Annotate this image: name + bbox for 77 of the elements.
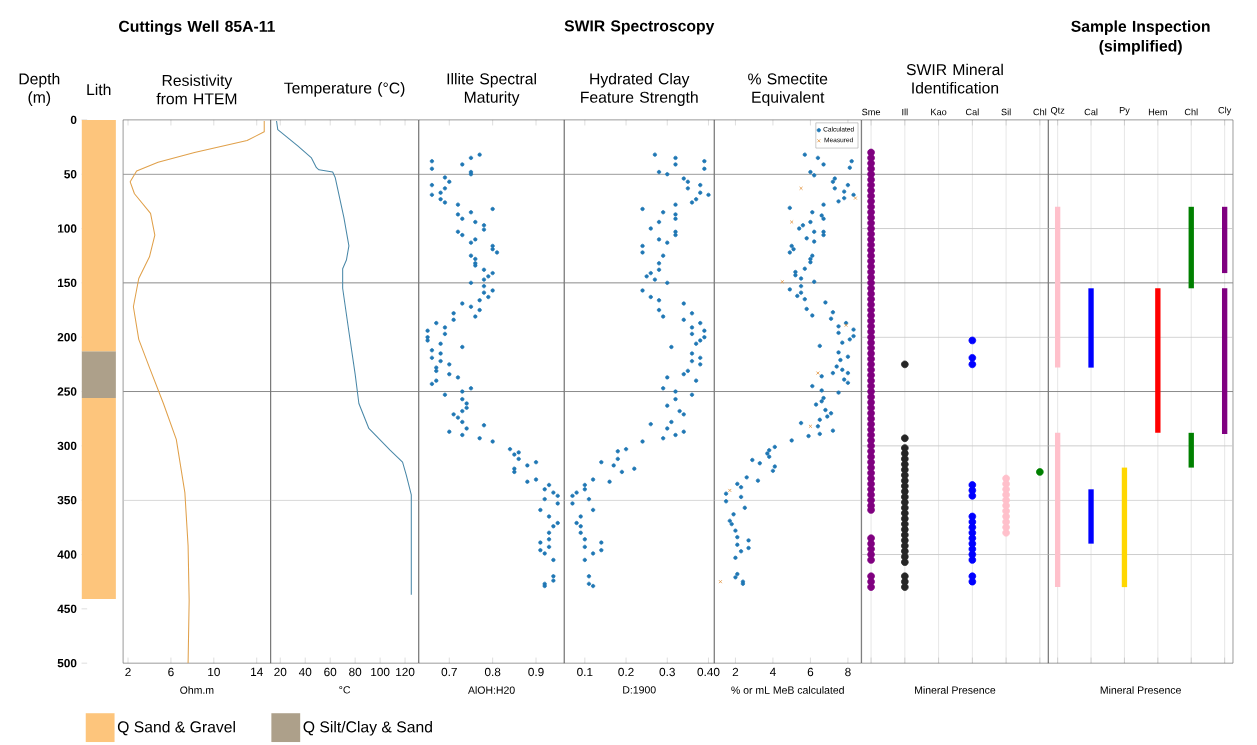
x-tick-label: 2	[125, 667, 131, 677]
bar	[81, 398, 116, 600]
x-tick-label: 10	[208, 667, 220, 677]
x-tick-label: Chl	[1033, 108, 1047, 116]
chart-title: Cuttings Well 85A-11	[119, 20, 275, 36]
x-tick-label: Py	[1119, 107, 1130, 116]
x-tick-label: Cal	[965, 108, 979, 116]
x-tick-label: 60	[324, 667, 337, 677]
x-axis-title: °C	[339, 686, 351, 694]
x-tick-label: Sme	[862, 108, 881, 116]
x-tick-label: 6	[807, 667, 814, 677]
x-axis-title: Ohm.m	[180, 686, 214, 695]
y-tick-label: 0	[70, 115, 77, 125]
x-tick-label: Hem	[1148, 109, 1167, 116]
x-tick-label: 0.9	[528, 667, 544, 677]
x-tick-label: 100	[371, 667, 390, 677]
chart-subtitle: Lith	[87, 83, 111, 96]
legend-label: Q Sand & Gravel	[117, 721, 235, 736]
y-tick-label: 400	[57, 550, 77, 559]
x-tick-label: 40	[298, 667, 312, 677]
chart-subtitle: % Smectite Equivalent	[748, 73, 828, 107]
x-axis-title: D:1900	[623, 686, 656, 694]
x-tick-label: 14	[251, 667, 263, 677]
y-tick-label: 50	[64, 170, 77, 179]
y-tick-label: 200	[57, 333, 77, 342]
chart-subtitle: Resistivity from HTEM	[156, 74, 237, 105]
bar	[81, 120, 116, 352]
point	[853, 196, 858, 201]
chart-subtitle: Hydrated Clay Feature Strength	[581, 73, 698, 107]
x-tick-label: 80	[349, 667, 362, 677]
x-tick-label: Cal	[1084, 108, 1098, 116]
chart-subtitle: Temperature (°C)	[284, 82, 405, 97]
x-tick-label: 0.7	[441, 667, 457, 677]
y-tick-label: 150	[57, 278, 77, 288]
x-tick-label: Qtz	[1050, 107, 1065, 116]
chart-subtitle: SWIR Mineral Identification	[906, 63, 1003, 94]
x-tick-label: Ill	[902, 108, 908, 116]
y-tick-label: 100	[57, 224, 77, 233]
x-tick-label: 0.40	[697, 667, 720, 677]
x-tick-label: 0.1	[577, 667, 593, 677]
x-tick-label: 0.8	[484, 667, 501, 677]
x-tick-label: Cly	[1218, 106, 1232, 116]
chart-title: SWIR Spectroscopy	[564, 20, 715, 35]
x-tick-label: 6	[168, 667, 174, 677]
chart-subtitle: Illite Spectral Maturity	[447, 73, 536, 107]
y-tick-label: 300	[57, 441, 77, 451]
y-tick-label: 250	[57, 387, 77, 396]
x-axis-title: Mineral Presence	[1100, 686, 1181, 695]
x-axis-title: AlOH:H20	[468, 686, 515, 695]
bar	[1155, 288, 1161, 433]
point	[799, 186, 803, 191]
point	[816, 371, 820, 376]
x-tick-label: Kao	[931, 109, 947, 116]
x-axis-title: Mineral Presence	[915, 686, 996, 695]
chart-title: Sample Inspection (simplified)	[1071, 20, 1210, 55]
point	[808, 424, 813, 429]
y-tick-label: 500	[57, 659, 77, 668]
x-tick-label: 8	[845, 667, 851, 677]
x-tick-label: Chl	[1184, 108, 1198, 116]
point	[718, 579, 723, 584]
x-tick-label: 120	[396, 667, 415, 677]
x-axis-title: % or mL MeB calculated	[731, 686, 844, 695]
x-tick-label: 0.3	[659, 667, 675, 677]
legend-label: Q Silt/Clay & Sand	[303, 721, 432, 736]
x-tick-label: 0.2	[618, 667, 634, 677]
point	[789, 220, 794, 225]
y-axis-title: Depth (m)	[19, 73, 60, 107]
y-tick-label: 350	[57, 496, 77, 505]
x-tick-label: Sil	[1001, 108, 1011, 116]
point	[780, 280, 785, 284]
bar	[81, 351, 116, 399]
x-tick-label: 20	[274, 667, 287, 677]
point	[727, 488, 732, 493]
y-tick-label: 450	[57, 604, 77, 614]
bar	[1121, 467, 1128, 588]
x-tick-label: 2	[732, 667, 739, 677]
x-tick-label: 4	[769, 667, 776, 677]
